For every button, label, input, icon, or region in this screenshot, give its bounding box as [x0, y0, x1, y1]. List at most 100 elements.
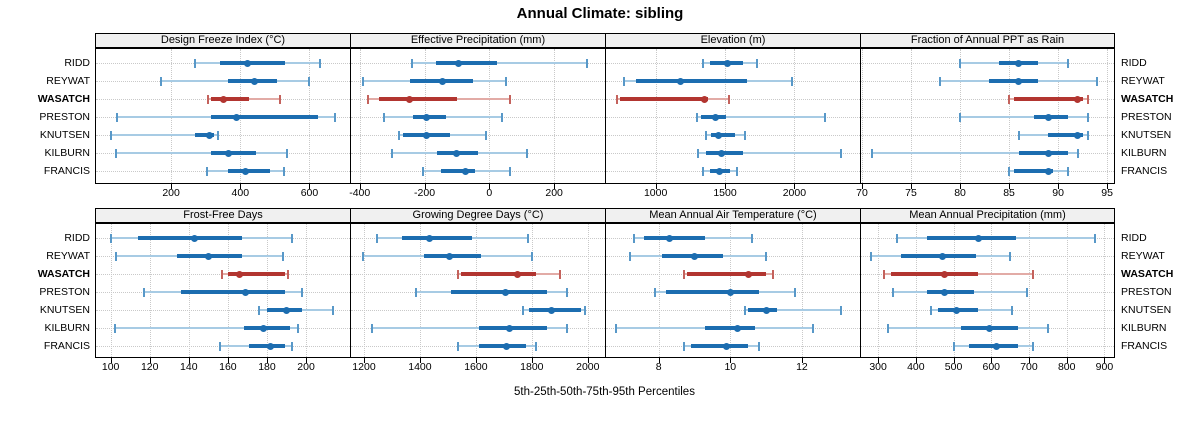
- whisker-cap-low-PRESTON: [116, 112, 119, 122]
- whisker-cap-high-FRANCIS: [1066, 166, 1069, 176]
- vertical-gridline: [363, 224, 365, 357]
- x-tick-label: 80: [954, 187, 966, 199]
- vertical-gridline: [1066, 224, 1068, 357]
- whisker-range-KNUTSEN: [110, 134, 218, 136]
- x-tick-label: 600: [300, 187, 319, 199]
- site-label-ridd-left: RIDD: [64, 57, 90, 69]
- median-dot-PRESTON: [422, 113, 430, 121]
- iqr-bar-WASATCH: [227, 272, 285, 276]
- whisker-cap-low-FRANCIS: [206, 166, 209, 176]
- median-dot-KILBURN: [1044, 149, 1052, 157]
- panel-strip-design-freeze-index-c: Design Freeze Index (°C): [95, 33, 351, 48]
- horizontal-gridline: [96, 310, 350, 311]
- whisker-cap-high-WASATCH: [1086, 94, 1089, 104]
- median-dot-KNUTSEN: [547, 306, 555, 314]
- x-tick-label: 8: [655, 361, 662, 373]
- median-dot-PRESTON: [940, 288, 948, 296]
- whisker-cap-low-WASATCH: [882, 269, 885, 279]
- x-tick: [730, 358, 732, 363]
- vertical-gridline: [306, 224, 308, 357]
- whisker-cap-high-WASATCH: [558, 269, 561, 279]
- median-dot-KNUTSEN: [205, 131, 213, 139]
- whisker-cap-low-WASATCH: [1008, 94, 1011, 104]
- median-dot-PRESTON: [1044, 113, 1052, 121]
- x-tick-label: 200: [545, 187, 563, 199]
- iqr-bar-WASATCH: [210, 97, 249, 101]
- median-dot-REYWAT: [1015, 77, 1023, 85]
- whisker-cap-high-KNUTSEN: [744, 130, 747, 140]
- whisker-cap-low-KNUTSEN: [1017, 130, 1020, 140]
- iqr-bar-KNUTSEN: [1048, 133, 1083, 137]
- site-label-reywat-right: REYWAT: [1121, 250, 1165, 262]
- whisker-cap-high-WASATCH: [279, 94, 282, 104]
- vertical-gridline: [1107, 49, 1109, 183]
- x-tick-label: 1800: [520, 361, 544, 373]
- vertical-gridline: [1028, 224, 1030, 357]
- median-dot-KNUTSEN: [422, 131, 430, 139]
- whisker-cap-low-KILBURN: [391, 148, 394, 158]
- x-tick: [794, 184, 796, 189]
- median-dot-KNUTSEN: [714, 131, 722, 139]
- x-tick: [801, 358, 803, 363]
- whisker-cap-high-RIDD: [585, 58, 588, 68]
- whisker-cap-low-PRESTON: [142, 287, 145, 297]
- whisker-range-RIDD: [411, 62, 587, 64]
- iqr-bar-RIDD: [644, 236, 706, 240]
- whisker-cap-low-RIDD: [632, 233, 635, 243]
- median-dot-KILBURN: [505, 324, 513, 332]
- whisker-cap-low-REYWAT: [361, 251, 364, 261]
- whisker-cap-low-PRESTON: [414, 287, 417, 297]
- x-tick: [149, 358, 151, 363]
- site-label-francis-left: FRANCIS: [43, 165, 90, 177]
- x-tick: [911, 184, 912, 189]
- median-dot-RIDD: [455, 59, 463, 67]
- whisker-cap-low-KILBURN: [870, 148, 873, 158]
- whisker-cap-low-RIDD: [375, 233, 378, 243]
- whisker-cap-low-WASATCH: [366, 94, 369, 104]
- whisker-cap-low-FRANCIS: [701, 166, 704, 176]
- vertical-gridline: [911, 49, 912, 183]
- panel-strip-mean-annual-precipitation-mm: Mean Annual Precipitation (mm): [860, 208, 1115, 223]
- whisker-cap-high-RIDD: [755, 58, 758, 68]
- median-dot-WASATCH: [514, 270, 522, 278]
- whisker-cap-low-RIDD: [194, 58, 197, 68]
- whisker-cap-low-WASATCH: [456, 269, 459, 279]
- site-label-reywat-left: REYWAT: [46, 75, 90, 87]
- median-dot-PRESTON: [233, 113, 241, 121]
- iqr-bar-RIDD: [137, 236, 242, 240]
- iqr-bar-FRANCIS: [690, 344, 749, 348]
- iqr-bar-REYWAT: [989, 79, 1039, 83]
- site-label-kilburn-left: KILBURN: [44, 322, 90, 334]
- x-tick: [1028, 358, 1030, 363]
- whisker-cap-high-KILBURN: [286, 148, 288, 158]
- site-label-preston-left: PRESTON: [39, 111, 90, 123]
- x-tick: [531, 358, 533, 363]
- site-label-wasatch-left: WASATCH: [37, 93, 90, 105]
- whisker-cap-high-PRESTON: [1026, 287, 1029, 297]
- whisker-cap-high-FRANCIS: [1031, 341, 1034, 351]
- site-label-reywat-left: REYWAT: [46, 250, 90, 262]
- whisker-cap-high-REYWAT: [308, 76, 311, 86]
- x-tick: [960, 184, 962, 189]
- iqr-bar-KILBURN: [243, 326, 291, 330]
- whisker-cap-low-PRESTON: [383, 112, 386, 122]
- whisker-cap-low-FRANCIS: [682, 341, 685, 351]
- median-dot-RIDD: [1015, 59, 1023, 67]
- whisker-cap-high-KNUTSEN: [840, 305, 843, 315]
- x-tick: [915, 358, 917, 363]
- vertical-gridline: [359, 49, 361, 183]
- x-tick: [953, 358, 955, 363]
- x-tick-label: 2000: [782, 187, 807, 199]
- x-tick: [587, 358, 589, 363]
- x-tick-label: 180: [258, 361, 276, 373]
- whisker-cap-low-WASATCH: [682, 269, 685, 279]
- whisker-cap-high-FRANCIS: [282, 166, 285, 176]
- median-dot-WASATCH: [236, 270, 244, 278]
- whisker-cap-high-REYWAT: [1096, 76, 1099, 86]
- x-tick: [188, 358, 190, 363]
- vertical-gridline: [878, 224, 880, 357]
- site-label-kilburn-right: KILBURN: [1121, 322, 1167, 334]
- x-tick-label: 160: [219, 361, 237, 373]
- whisker-cap-low-REYWAT: [939, 76, 942, 86]
